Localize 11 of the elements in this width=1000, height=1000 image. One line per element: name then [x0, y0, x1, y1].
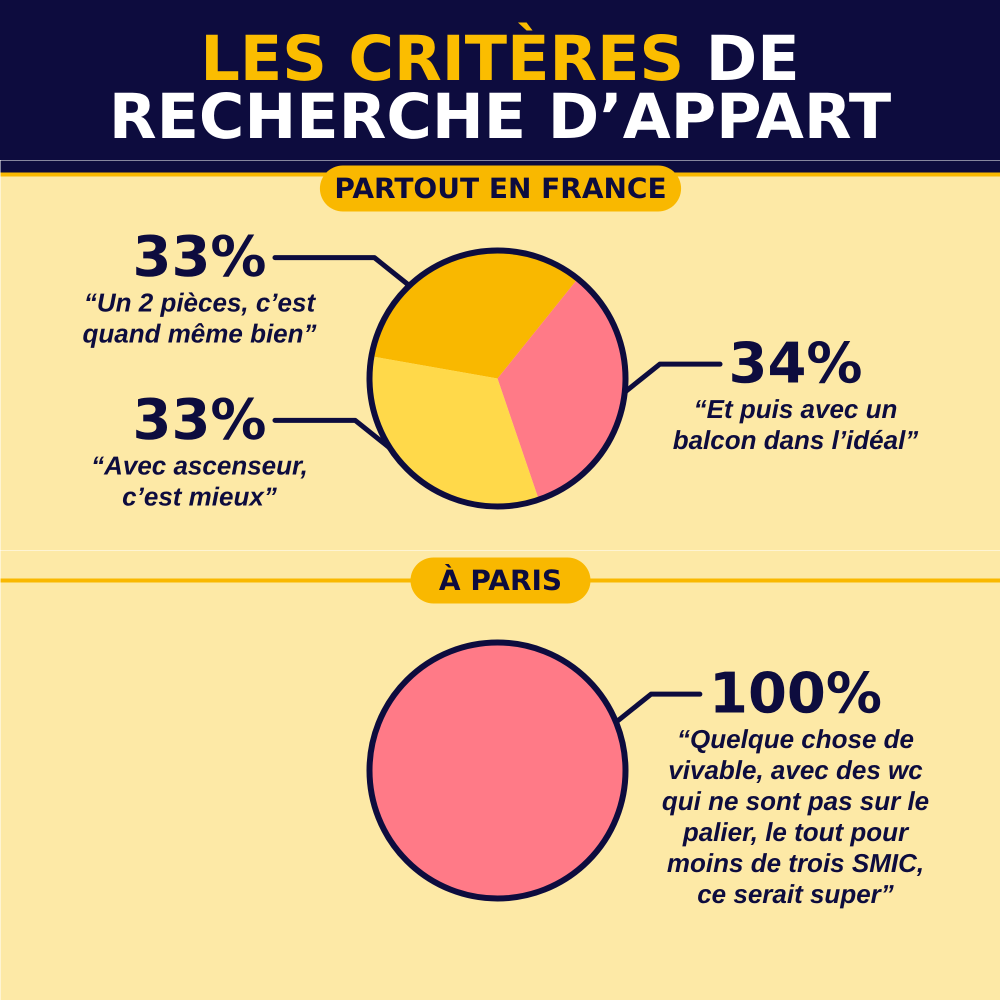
chart-title: À PARIS — [438, 564, 562, 597]
data-label: 33% — [132, 225, 267, 290]
data-label: 34% — [728, 332, 863, 397]
slice-label: “Avec ascenseur, c’est mieux” — [91, 450, 308, 512]
slice-label: “Un 2 pièces, c’est quand même bien” — [82, 288, 317, 349]
data-label: 33% — [132, 388, 267, 453]
data-label: 100% — [709, 662, 882, 727]
slice-label: “Et puis avec un balcon dans l’idéal” — [672, 394, 918, 456]
chart-title: LES CRITÈRES DE RECHERCHE D’APPART — [0, 0, 1000, 160]
slice-label: “Quelque chose de vivable, avec des wc qui ne sont pas sur le palier, le tout pour moins de trois SMIC, ce serait super” — [662, 724, 930, 910]
chart-subtitle: PARTOUT EN FRANCE — [334, 172, 667, 205]
